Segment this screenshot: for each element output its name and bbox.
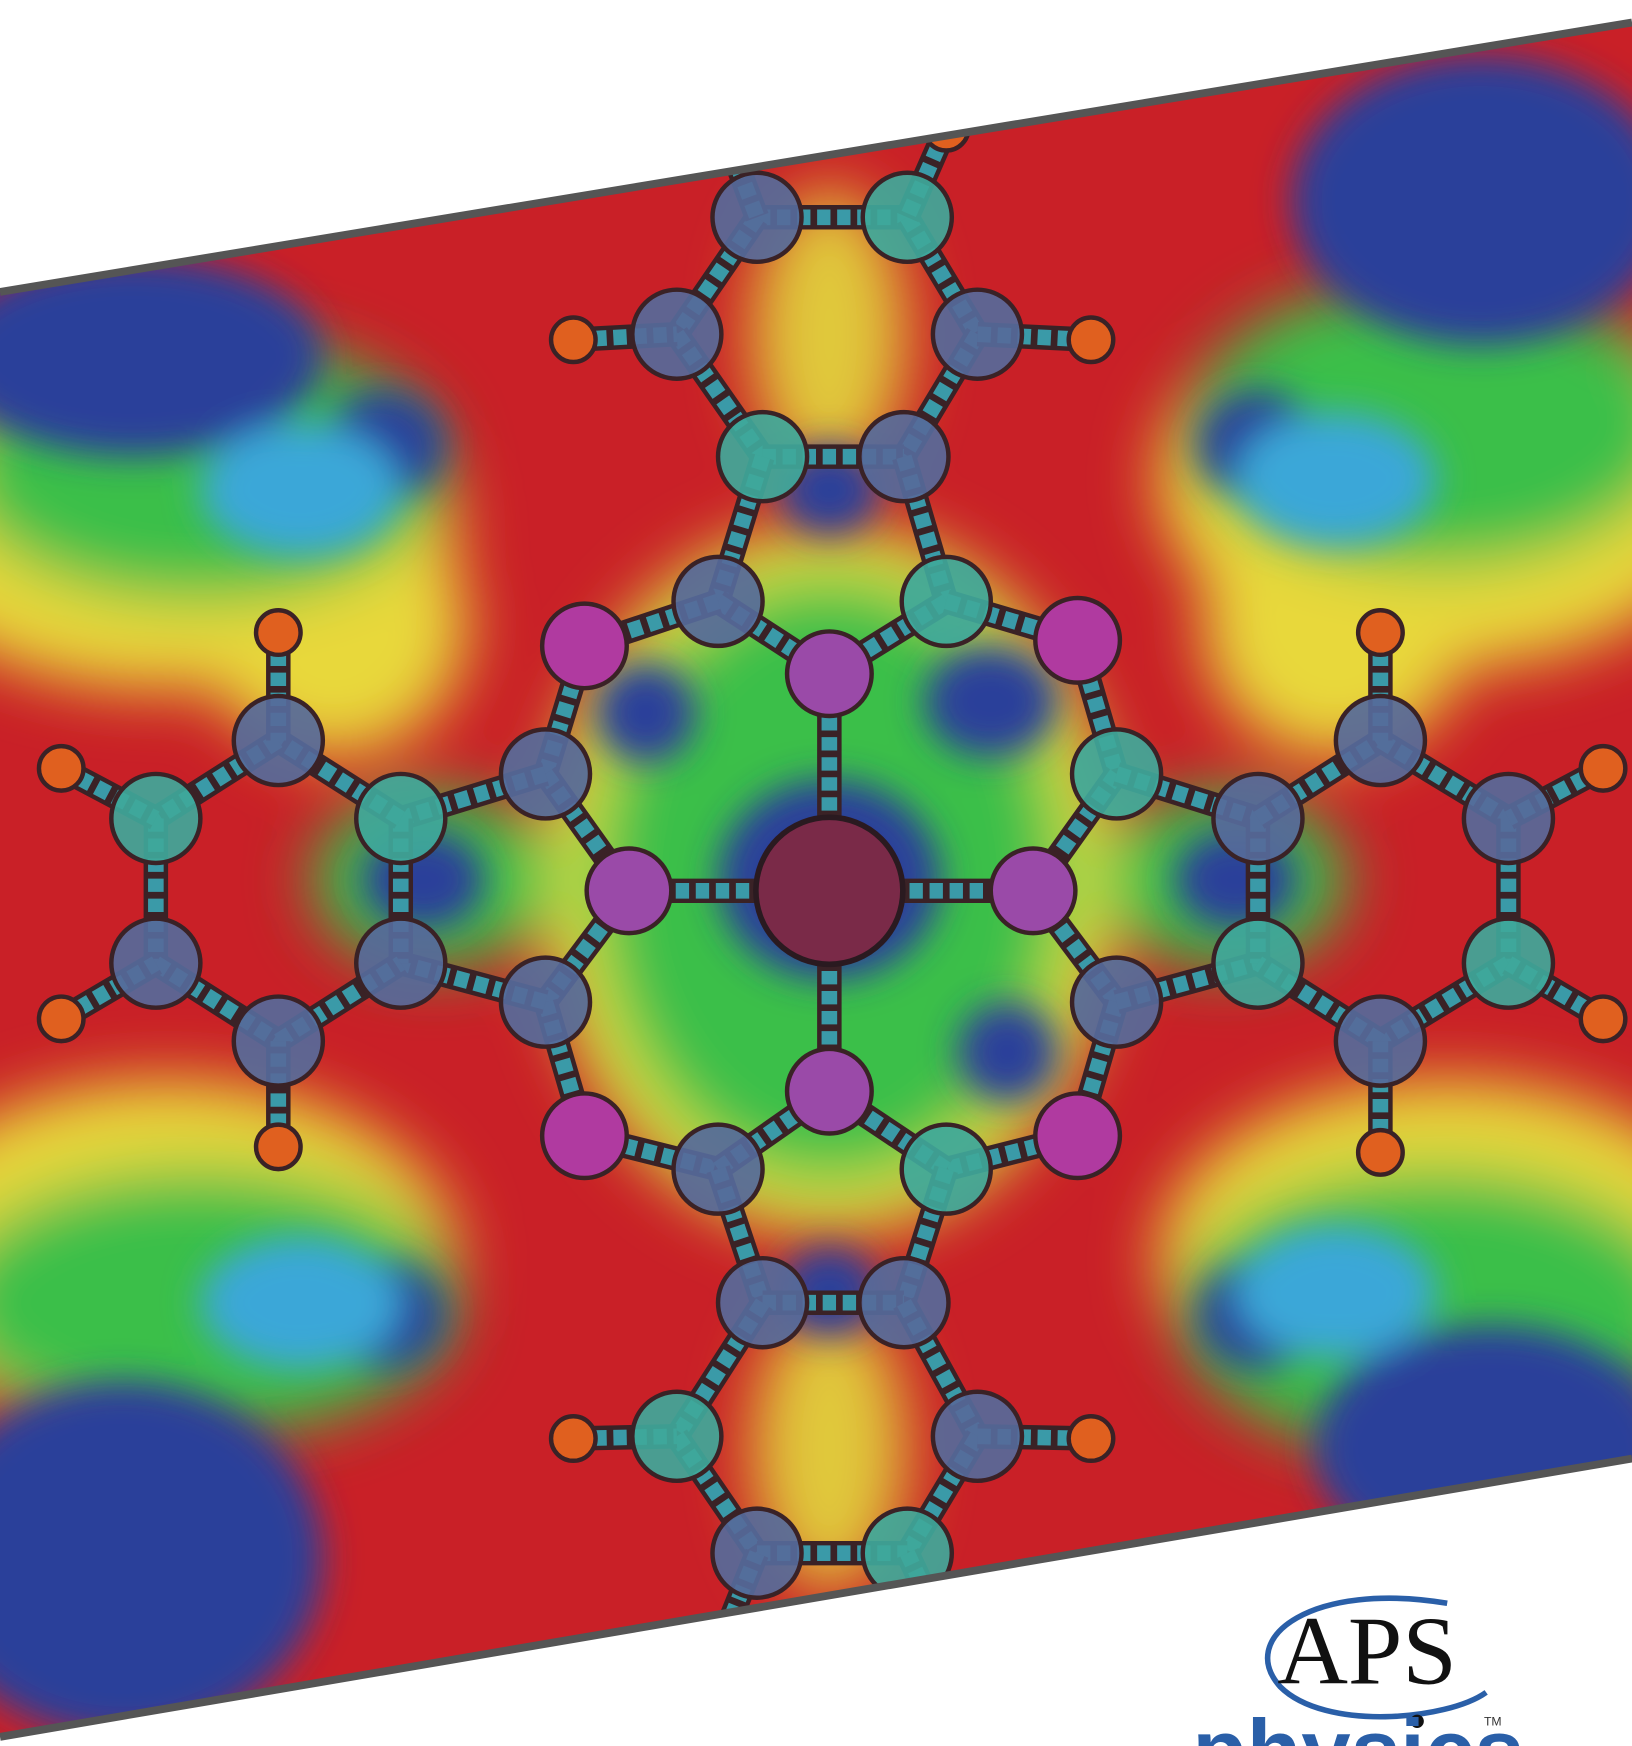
- hydrogen-atom: [699, 103, 749, 153]
- hydrogen-atom: [253, 608, 303, 658]
- heat-blob: [957, 1002, 1058, 1103]
- hydrogen-atom: [36, 743, 86, 793]
- hydrogen-atom: [36, 994, 86, 1044]
- carbon-atom: [231, 693, 326, 788]
- hydrogen-atom: [1578, 743, 1628, 793]
- logo-dot: [1410, 1714, 1424, 1728]
- hydrogen-atom: [1066, 1414, 1116, 1464]
- carbon-atom: [899, 554, 994, 649]
- heat-blob: [0, 256, 323, 457]
- nitrogen-atom: [584, 846, 674, 936]
- carbon-atom: [1461, 771, 1556, 866]
- hydrogen-atom: [548, 315, 598, 365]
- metal-atom: [753, 814, 906, 968]
- carbon-atom: [710, 1506, 804, 1600]
- nitrogen-atom: [988, 846, 1078, 936]
- carbon-atom: [930, 287, 1025, 381]
- carbon-atom: [109, 771, 203, 866]
- heat-blob: [595, 662, 696, 763]
- nitrogen-atom: [784, 1046, 874, 1136]
- band-edge: [0, 18, 1632, 296]
- logo-trademark: TM: [1484, 1715, 1502, 1729]
- carbon-atom: [630, 287, 724, 381]
- carbon-atom: [857, 1255, 951, 1350]
- hydrogen-atom: [921, 1612, 971, 1662]
- carbon-atom: [860, 170, 955, 265]
- logo-swoosh: [1265, 1595, 1488, 1720]
- nitrogen-atom: [1033, 1091, 1123, 1181]
- carbon-atom: [1211, 916, 1305, 1010]
- carbon-atom: [1211, 771, 1305, 866]
- logo-subtext: physics: [1192, 1700, 1524, 1746]
- heat-blob: [200, 1235, 401, 1370]
- carbon-atom: [715, 409, 810, 504]
- carbon-atom: [231, 994, 326, 1088]
- carbon-atom: [1069, 955, 1164, 1049]
- hydrogen-atom: [253, 1122, 303, 1172]
- nitrogen-atom: [539, 601, 629, 691]
- carbon-atom: [498, 955, 593, 1049]
- heat-blob: [923, 645, 1058, 758]
- carbon-atom: [857, 409, 951, 504]
- carbon-atom: [1333, 994, 1428, 1088]
- heat-blob: [1235, 1224, 1437, 1359]
- carbon-atom: [1333, 693, 1428, 788]
- hydrogen-atom: [699, 1612, 749, 1662]
- carbon-atom: [1461, 916, 1556, 1010]
- carbon-atom: [930, 1389, 1025, 1484]
- carbon-atom: [710, 170, 804, 265]
- carbon-atom: [354, 916, 448, 1010]
- heat-blob: [0, 1380, 323, 1737]
- heat-blob: [200, 423, 401, 557]
- carbon-atom: [671, 554, 765, 649]
- carbon-atom: [715, 1255, 810, 1350]
- hydrogen-atom: [1355, 608, 1405, 658]
- carbon-atom: [899, 1122, 994, 1216]
- carbon-atom: [671, 1122, 765, 1216]
- hydrogen-atom: [1355, 1127, 1405, 1177]
- nitrogen-atom: [1033, 595, 1123, 685]
- band-edge: [0, 1454, 1632, 1741]
- hydrogen-atom: [1066, 315, 1116, 365]
- logo: APS physics TM: [1192, 1595, 1524, 1746]
- hydrogen-atom: [548, 1414, 598, 1464]
- heat-blob: [751, 189, 908, 479]
- heat-blob: [751, 1302, 908, 1593]
- carbon-atom: [109, 916, 203, 1010]
- heat-blob: [1235, 412, 1437, 546]
- carbon-atom: [630, 1389, 724, 1484]
- logo-text: APS: [1277, 1597, 1457, 1705]
- nitrogen-atom: [539, 1091, 629, 1181]
- carbon-atom: [498, 727, 593, 821]
- hydrogen-atom: [1578, 994, 1628, 1044]
- carbon-atom: [1069, 727, 1164, 821]
- hydrogen-atom: [921, 103, 971, 153]
- carbon-atom: [354, 771, 448, 866]
- nitrogen-atom: [784, 629, 874, 719]
- heat-blob: [1291, 55, 1632, 346]
